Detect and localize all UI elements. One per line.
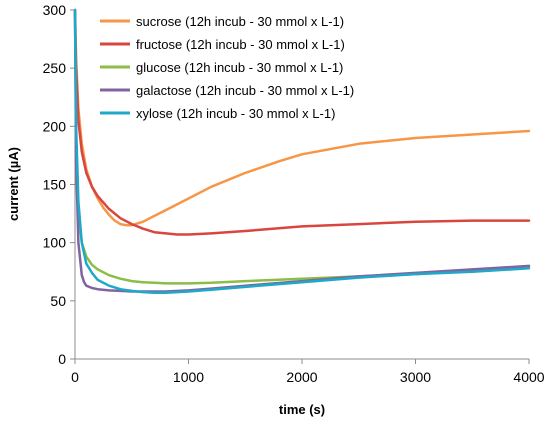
series-line-1: [73, 8, 531, 236]
y-tick-label: 250: [43, 60, 67, 76]
y-tick-label: 300: [43, 2, 67, 18]
legend: sucrose (12h incub - 30 mmol x L-1) fruct…: [100, 14, 354, 121]
x-tick-label: 3000: [400, 369, 431, 385]
legend-label: sucrose (12h incub - 30 mmol x L-1): [136, 14, 344, 29]
y-tick-label: 100: [43, 235, 67, 251]
series-lines: [73, 8, 531, 294]
y-tick-label: 150: [43, 177, 67, 193]
x-axis-ticks: 0 1000 2000 3000 4000: [71, 359, 545, 385]
legend-label: xylose (12h incub - 30 mmol x L-1): [136, 106, 335, 121]
y-axis-ticks: 0 50 100 150 200 250 300: [43, 2, 75, 367]
y-tick-label: 0: [58, 351, 66, 367]
x-axis-title: time (s): [279, 402, 325, 417]
legend-label: glucose (12h incub - 30 mmol x L-1): [136, 60, 343, 75]
y-tick-label: 200: [43, 118, 67, 134]
x-tick-label: 0: [71, 369, 79, 385]
x-tick-label: 1000: [173, 369, 204, 385]
series-line-3: [73, 8, 531, 293]
x-tick-label: 2000: [286, 369, 317, 385]
x-tick-label: 4000: [513, 369, 544, 385]
series-line-4: [73, 8, 531, 294]
legend-label: galactose (12h incub - 30 mmol x L-1): [136, 83, 354, 98]
y-axis-title: current (µA): [6, 147, 21, 221]
legend-label: fructose (12h incub - 30 mmol x L-1): [136, 37, 345, 52]
y-tick-label: 50: [50, 293, 66, 309]
